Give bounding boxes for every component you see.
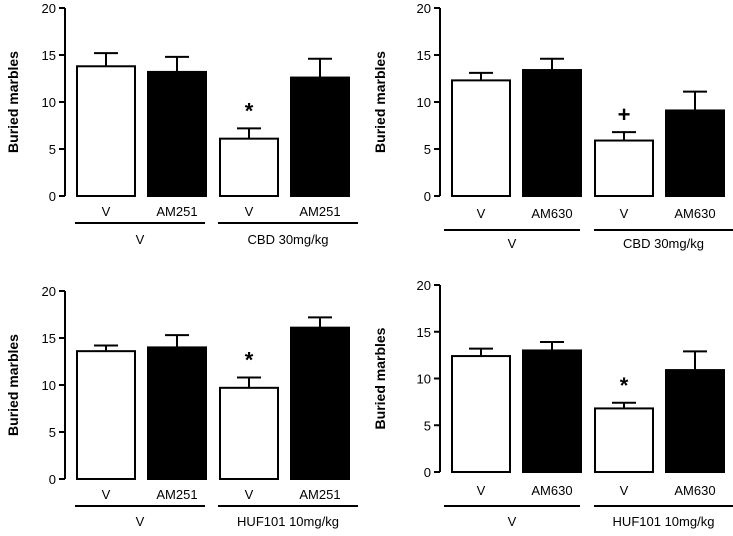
y-tick-label: 15 [42, 48, 56, 63]
bar [219, 386, 279, 481]
bar [665, 109, 725, 197]
group-label: V [508, 514, 517, 529]
y-axis-label: Buried marbles [5, 51, 21, 153]
significance-marker: * [620, 373, 629, 398]
category-label: V [245, 487, 254, 502]
category-label: AM630 [531, 483, 572, 498]
y-tick-label: 5 [49, 142, 56, 157]
bar [219, 137, 279, 198]
bar [147, 70, 207, 197]
y-tick-label: 10 [417, 95, 431, 110]
group-label: V [136, 232, 145, 247]
y-tick-label: 10 [42, 378, 56, 393]
category-label: V [102, 204, 111, 219]
chart-panel-4: 0 5 10 15 20 Buried marbles V AM630 V AM630 * V HUF1… [372, 278, 733, 529]
group-label: CBD 30mg/kg [248, 232, 329, 247]
category-label: AM251 [299, 204, 340, 219]
y-tick-label: 20 [417, 1, 431, 16]
y-tick-label: 10 [42, 95, 56, 110]
y-axis-label: Buried marbles [372, 327, 388, 429]
y-tick-label: 20 [42, 284, 56, 299]
y-tick-label: 5 [49, 425, 56, 440]
group-label: V [508, 236, 517, 251]
category-label: AM251 [156, 487, 197, 502]
y-tick-label: 10 [417, 372, 431, 387]
bar [290, 326, 350, 480]
bar [522, 349, 582, 474]
group-label: CBD 30mg/kg [623, 236, 704, 251]
y-tick-label: 0 [424, 189, 431, 204]
category-label: V [477, 483, 486, 498]
y-tick-label: 0 [49, 472, 56, 487]
category-label: V [245, 204, 254, 219]
category-label: AM630 [531, 206, 572, 221]
category-label: V [620, 206, 629, 221]
group-label: V [136, 514, 145, 529]
category-label: AM251 [299, 487, 340, 502]
bar [451, 79, 511, 197]
y-tick-label: 0 [424, 465, 431, 480]
y-tick-label: 5 [424, 418, 431, 433]
y-tick-label: 15 [417, 325, 431, 340]
bar [522, 69, 582, 197]
group-label: HUF101 10mg/kg [613, 514, 715, 529]
significance-marker: + [618, 102, 631, 127]
y-tick-label: 20 [42, 1, 56, 16]
y-axis-label: Buried marbles [372, 51, 388, 153]
y-axis-label: Buried marbles [5, 334, 21, 436]
group-label: HUF101 10mg/kg [237, 514, 339, 529]
significance-marker: * [245, 98, 254, 123]
chart-panel-1: 0 5 10 15 20 Buried marbles V AM251 V AM251 * V CBD … [5, 1, 358, 247]
category-label: V [102, 487, 111, 502]
bar [76, 350, 136, 480]
y-tick-label: 0 [49, 189, 56, 204]
category-label: V [620, 483, 629, 498]
bar [594, 139, 654, 197]
category-label: AM630 [674, 483, 715, 498]
category-label: AM630 [674, 206, 715, 221]
bar [76, 65, 136, 197]
y-tick-label: 15 [417, 48, 431, 63]
chart-panel-3: 0 5 10 15 20 Buried marbles V AM251 V AM251 * V HUF1… [5, 284, 358, 529]
category-label: AM251 [156, 204, 197, 219]
chart-panel-2: 0 5 10 15 20 Buried marbles V AM630 V AM630 + V CBD … [372, 1, 733, 251]
significance-marker: * [245, 347, 254, 372]
bar [451, 355, 511, 473]
y-tick-label: 15 [42, 331, 56, 346]
category-label: V [477, 206, 486, 221]
bar [594, 407, 654, 474]
bar [290, 76, 350, 197]
bar [147, 346, 207, 480]
bar [665, 369, 725, 473]
y-tick-label: 20 [417, 278, 431, 293]
y-tick-label: 5 [424, 142, 431, 157]
